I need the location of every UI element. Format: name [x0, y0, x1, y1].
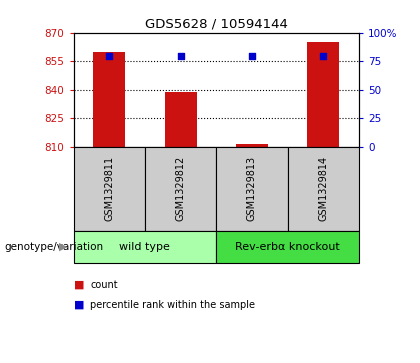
- Text: GSM1329812: GSM1329812: [176, 156, 186, 221]
- Bar: [216, 231, 359, 263]
- Text: percentile rank within the sample: percentile rank within the sample: [90, 300, 255, 310]
- Text: count: count: [90, 280, 118, 290]
- Bar: [74, 147, 145, 231]
- Point: [106, 53, 113, 58]
- Point: [177, 53, 184, 58]
- Point: [249, 53, 255, 58]
- Text: genotype/variation: genotype/variation: [4, 242, 103, 252]
- Text: GSM1329813: GSM1329813: [247, 156, 257, 221]
- Text: wild type: wild type: [119, 242, 171, 252]
- Text: GSM1329814: GSM1329814: [318, 156, 328, 221]
- Bar: [165, 92, 197, 147]
- Bar: [236, 144, 268, 147]
- Bar: [145, 147, 216, 231]
- Text: ■: ■: [74, 280, 84, 290]
- Text: ■: ■: [74, 300, 84, 310]
- Text: GSM1329811: GSM1329811: [104, 156, 114, 221]
- Title: GDS5628 / 10594144: GDS5628 / 10594144: [145, 17, 288, 30]
- Text: Rev-erbα knockout: Rev-erbα knockout: [235, 242, 340, 252]
- Bar: [288, 147, 359, 231]
- Bar: [74, 231, 216, 263]
- Point: [320, 53, 327, 58]
- Bar: [216, 147, 288, 231]
- Bar: [93, 52, 125, 147]
- Bar: [307, 42, 339, 147]
- Text: ▶: ▶: [59, 242, 67, 252]
